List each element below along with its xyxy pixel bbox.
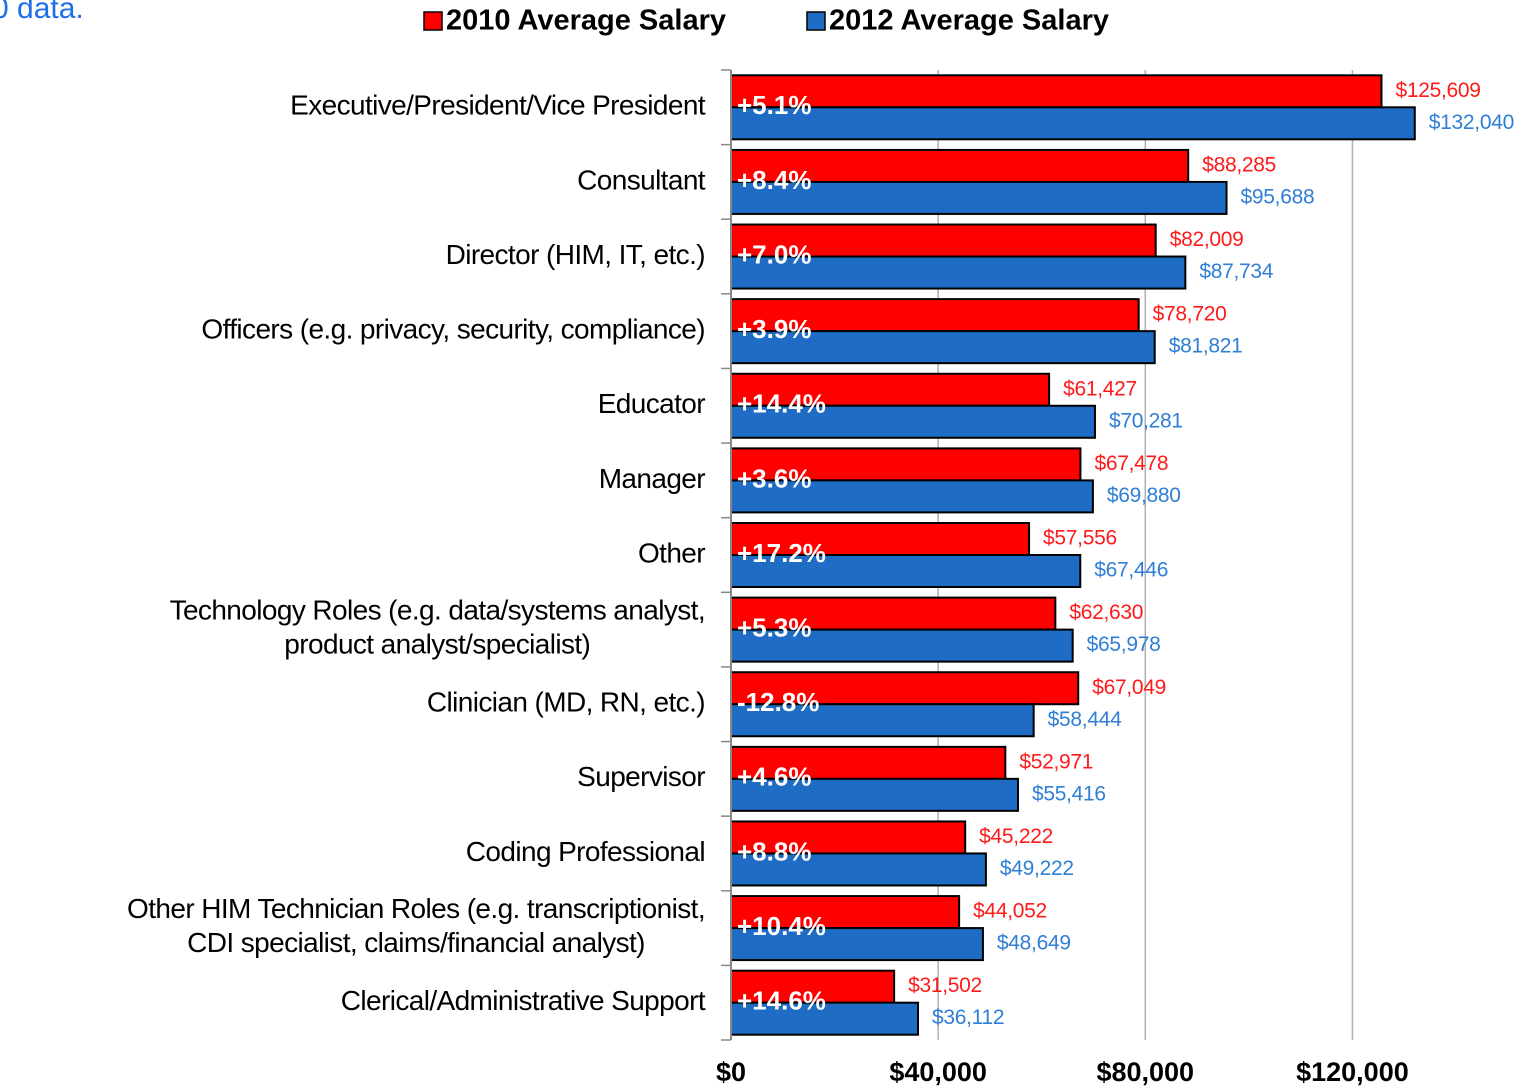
bar [730, 148, 1190, 183]
change-label: +10.4% [737, 911, 826, 941]
value-label: $65,978 [1087, 633, 1161, 656]
value-label: $67,478 [1094, 452, 1168, 475]
change-label: +14.6% [737, 986, 826, 1016]
bar [730, 895, 961, 930]
bar [730, 820, 967, 855]
bar [730, 223, 1157, 258]
category-label: Educator [598, 388, 706, 419]
value-label: $88,285 [1202, 153, 1276, 176]
value-label: $36,112 [932, 1006, 1004, 1029]
bar [730, 852, 987, 887]
bar [730, 404, 1096, 439]
value-label: $69,880 [1107, 484, 1181, 507]
category-label: Executive/President/Vice President [290, 90, 706, 121]
x-tick-label: $80,000 [1096, 1057, 1194, 1087]
change-label: +8.8% [737, 836, 811, 866]
value-label: $95,688 [1241, 185, 1315, 208]
change-label: +17.2% [737, 538, 826, 568]
value-label: $67,049 [1092, 676, 1166, 699]
change-label: +14.4% [737, 389, 826, 419]
legend-label: 2010 Average Salary [446, 5, 726, 37]
value-label: $48,649 [997, 932, 1071, 955]
category-label: Coding Professional [466, 836, 705, 867]
change-label: +3.9% [737, 314, 811, 344]
change-label: +5.3% [737, 612, 811, 642]
change-label: +5.1% [737, 90, 811, 120]
category-label: Manager [599, 463, 706, 494]
category-label: Supervisor [577, 761, 705, 792]
change-label: -12.8% [737, 687, 819, 717]
value-label: $55,416 [1032, 782, 1106, 805]
bar [730, 255, 1187, 290]
value-label: $61,427 [1063, 377, 1137, 400]
category-label: Consultant [577, 164, 706, 195]
x-tick-label: $0 [716, 1057, 746, 1087]
value-label: $62,630 [1069, 601, 1143, 624]
value-label: $87,734 [1199, 260, 1273, 283]
legend-label: 2012 Average Salary [829, 5, 1109, 37]
value-label: $132,040 [1429, 111, 1514, 134]
bar [730, 554, 1082, 588]
bar [730, 180, 1228, 215]
legend-swatch [423, 11, 443, 31]
bar [730, 671, 1080, 706]
value-label: $57,556 [1043, 527, 1117, 550]
category-label: Director (HIM, IT, etc.) [446, 239, 705, 270]
value-label: $125,609 [1395, 79, 1480, 102]
value-label: $58,444 [1048, 708, 1122, 731]
category-label: Other HIM Technician Roles (e.g. transcr… [127, 893, 705, 958]
value-label: $31,502 [908, 974, 982, 997]
value-label: $52,971 [1019, 750, 1093, 773]
category-label: Other [638, 537, 705, 568]
category-label: Clerical/Administrative Support [341, 985, 706, 1016]
bar [730, 745, 1007, 780]
value-label: $82,009 [1170, 228, 1244, 251]
value-label: $81,821 [1169, 335, 1243, 358]
bar [730, 106, 1416, 141]
legend-swatch [806, 11, 826, 31]
value-label: $67,446 [1094, 559, 1168, 582]
value-label: $49,222 [1000, 857, 1074, 880]
value-label: $78,720 [1153, 303, 1227, 326]
bar [730, 596, 1057, 631]
category-label: Clinician (MD, RN, etc.) [427, 687, 705, 718]
bar [730, 479, 1094, 514]
value-label: $45,222 [979, 825, 1053, 848]
value-label: $44,052 [973, 900, 1047, 923]
x-tick-label: $40,000 [889, 1057, 987, 1087]
bar [730, 330, 1156, 365]
category-label: Technology Roles (e.g. data/systems anal… [170, 595, 705, 660]
change-label: +7.0% [737, 239, 811, 269]
bar [730, 74, 1383, 109]
bar [730, 1001, 920, 1036]
change-label: +4.6% [737, 762, 811, 792]
bar [730, 372, 1051, 407]
change-label: +8.4% [737, 165, 811, 195]
bar [730, 628, 1074, 663]
x-tick-label: $120,000 [1296, 1057, 1409, 1087]
value-label: $70,281 [1109, 409, 1183, 432]
annotation: 0 data. [0, 0, 84, 25]
category-label: Officers (e.g. privacy, security, compli… [201, 314, 705, 345]
change-label: +3.6% [737, 463, 811, 493]
